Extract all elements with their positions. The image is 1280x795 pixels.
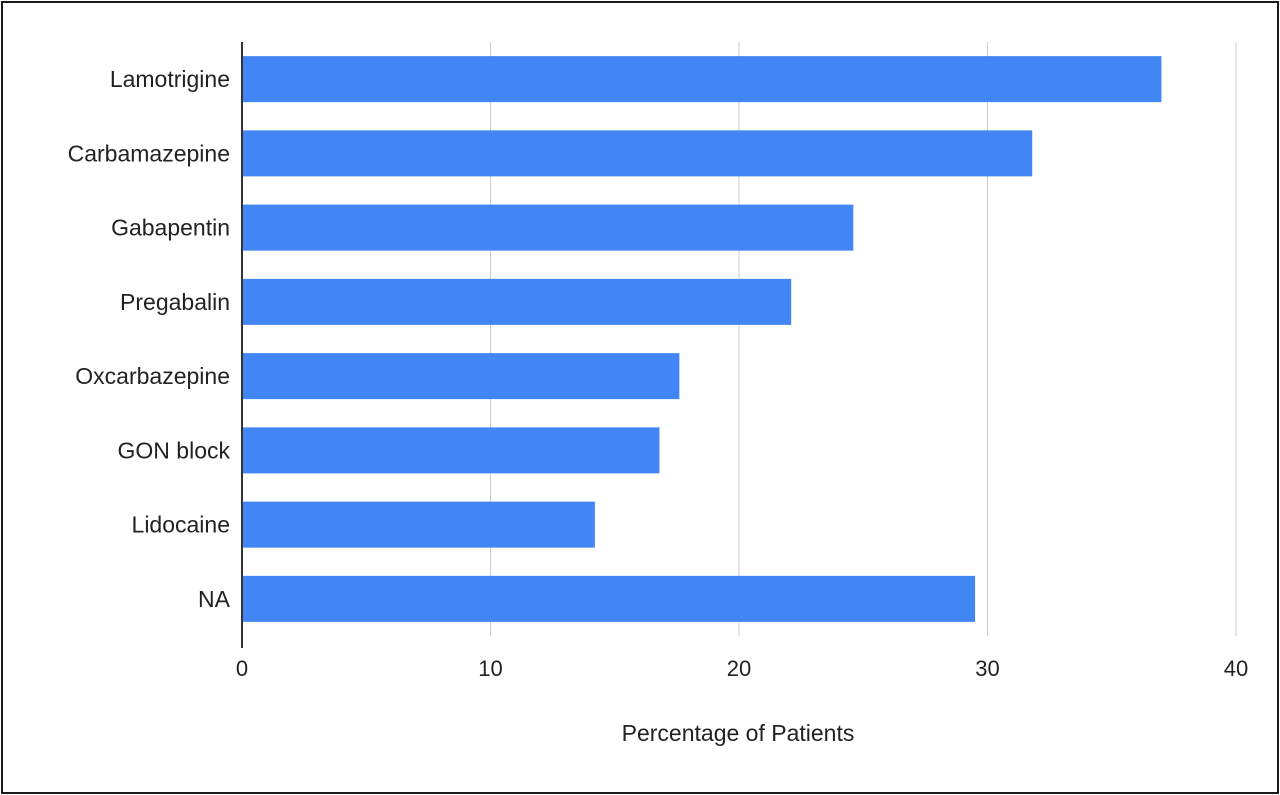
y-category-label: GON block [118, 437, 231, 463]
x-axis-title: Percentage of Patients [622, 720, 855, 746]
bar-layer [242, 56, 1162, 622]
y-category-label: Pregabalin [120, 289, 230, 315]
y-category-label: NA [198, 586, 231, 612]
bar-na [242, 575, 976, 622]
bar-gabapentin [242, 204, 854, 251]
x-tick-label: 30 [975, 656, 999, 681]
x-tick-label: 10 [478, 656, 502, 681]
bar-oxcarbazepine [242, 353, 680, 400]
y-category-label: Lamotrigine [110, 66, 230, 92]
x-tick-label: 40 [1224, 656, 1248, 681]
x-tick-label: 0 [236, 656, 248, 681]
y-category-label: Lidocaine [132, 512, 230, 538]
bar-lidocaine [242, 501, 595, 548]
y-category-label: Carbamazepine [68, 140, 230, 166]
bar-gon-block [242, 427, 660, 474]
y-category-label: Gabapentin [111, 215, 230, 241]
bar-pregabalin [242, 278, 792, 325]
y-category-label: Oxcarbazepine [75, 363, 230, 389]
x-tick-label: 20 [727, 656, 751, 681]
label-layer: 0 10 20 30 40 Lamotrigine Carbamazepine Gabapen… [68, 66, 1249, 681]
bar-lamotrigine [242, 56, 1162, 103]
bar-carbamazepine [242, 130, 1033, 177]
